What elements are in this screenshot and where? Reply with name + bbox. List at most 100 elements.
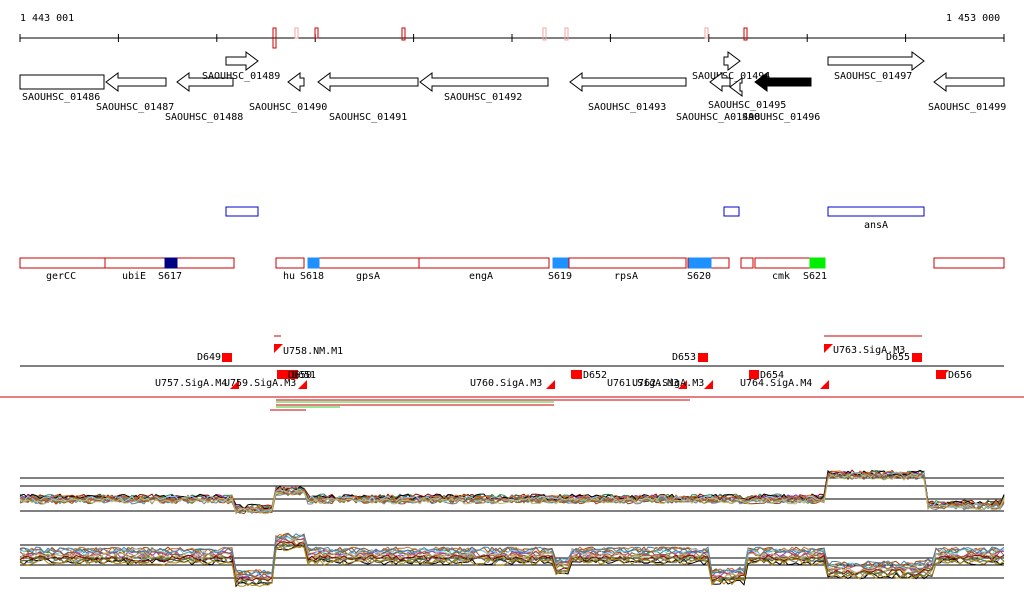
segment-box[interactable]: [809, 257, 826, 269]
gene-arrow[interactable]: [933, 72, 1005, 92]
ruler-end-label: 1 453 000: [946, 13, 1001, 24]
segment-label: S620: [687, 271, 711, 282]
gene-arrow[interactable]: [176, 72, 234, 92]
gene-label: SAOUHSC_01497: [834, 71, 912, 82]
transcript-label: cmk: [772, 271, 790, 282]
segment-label: S621: [803, 271, 827, 282]
gene-arrow[interactable]: [287, 72, 305, 92]
gene-saouhsc_01499[interactable]: SAOUHSC_01499: [928, 72, 1006, 113]
operon-box[interactable]: [225, 206, 259, 217]
gene-label: SAOUHSC_01490: [249, 102, 327, 113]
gene-arrow[interactable]: [419, 72, 549, 92]
segment-box[interactable]: [307, 257, 320, 269]
gene-label: SAOUHSC_01491: [329, 112, 407, 123]
promoter-square[interactable]: [282, 370, 292, 379]
transcript-label: ubiE: [122, 271, 146, 282]
gene-label: SAOUHSC_01487: [96, 102, 174, 113]
gene-label: SAOUHSC_01489: [202, 71, 280, 82]
transcript-label: gpsA: [356, 271, 380, 282]
ruler-marker: [314, 27, 319, 39]
gene-arrow[interactable]: [729, 77, 743, 97]
ruler-marker: [294, 27, 299, 39]
gene-arrow[interactable]: [827, 51, 925, 71]
transcript-label: engA: [469, 271, 493, 282]
transcript-box[interactable]: [568, 257, 687, 269]
transcript-box[interactable]: [933, 257, 1005, 269]
segment-track: S617 S618 S619 S620 S621: [158, 257, 827, 282]
transcript-label: gerCC: [46, 271, 76, 282]
gene-saouhsc_01493[interactable]: SAOUHSC_01493: [569, 72, 687, 113]
transcript-track: gerCC ubiE hu gpsA engA rpsA cmk: [19, 257, 1005, 282]
promoter-label: D650: [288, 370, 312, 381]
transcript-box[interactable]: [418, 257, 550, 269]
promoter-label: D654: [760, 370, 784, 381]
gene-arrow[interactable]: [317, 72, 419, 92]
gene-arrow[interactable]: [709, 72, 731, 92]
gene-label: SAOUHSC_A01498: [676, 112, 760, 123]
gene-label: SAOUHSC_01486: [22, 92, 100, 103]
gene-arrow[interactable]: [723, 51, 741, 71]
expression-profile: [19, 472, 1005, 514]
segment-box[interactable]: [164, 257, 178, 269]
gene-saouhsc_01496[interactable]: SAOUHSC_01496: [742, 72, 820, 123]
gene-saouhsc_01490[interactable]: SAOUHSC_01490: [249, 72, 327, 113]
gene-arrow[interactable]: [569, 72, 687, 92]
expression-profile: [19, 542, 1005, 586]
gene-saouhsc_01491[interactable]: SAOUHSC_01491: [317, 72, 419, 123]
promoter-flag[interactable]: [571, 370, 580, 379]
transcript-box[interactable]: [19, 257, 106, 269]
transcript-box[interactable]: [317, 257, 420, 269]
gene-arrow[interactable]: [754, 72, 812, 92]
gene-saouhsc_01487[interactable]: SAOUHSC_01487: [96, 72, 174, 113]
gene-saouhsc_01488[interactable]: SAOUHSC_01488: [165, 72, 243, 123]
segment-box[interactable]: [688, 257, 712, 269]
ruler-marker: [542, 27, 547, 41]
promoter-flag[interactable]: [824, 344, 833, 353]
gene-saouhsc_01495[interactable]: SAOUHSC_01495: [708, 72, 786, 111]
operon-box[interactable]: [827, 206, 925, 217]
segment-label: S617: [158, 271, 182, 282]
expression-profile: [19, 545, 1005, 587]
promoter-flag[interactable]: [750, 370, 759, 379]
promoter-flag[interactable]: [940, 370, 949, 379]
promoter-square[interactable]: [222, 353, 232, 362]
promoter-label: U763.SigA.M3: [833, 345, 905, 356]
operon-box[interactable]: [723, 206, 740, 217]
gene-arrow[interactable]: [105, 72, 167, 92]
promoter-square[interactable]: [698, 353, 708, 362]
promoter-label: U759.SigA.M3: [224, 378, 296, 389]
promoter-label: D653: [672, 352, 696, 363]
promoter-label: U761.SigA.M3: [607, 378, 679, 389]
operon-track: ansA: [225, 206, 925, 231]
promoter-flag[interactable]: [274, 344, 283, 353]
transcript-box[interactable]: [754, 257, 812, 269]
promoter-flag[interactable]: [298, 380, 307, 389]
promoter-flag[interactable]: [678, 380, 687, 389]
ruler-start-label: 1 443 001: [20, 13, 75, 24]
operon-label: ansA: [864, 220, 888, 231]
promoter-label: U757.SigA.M4: [155, 378, 227, 389]
promoter-label: D655: [886, 352, 910, 363]
promoter-flag[interactable]: [546, 380, 555, 389]
gene-saouhsc_a01498[interactable]: SAOUHSC_A01498: [676, 77, 760, 123]
segment-box[interactable]: [552, 257, 569, 269]
gene-label: SAOUHSC_01488: [165, 112, 243, 123]
transcript-box[interactable]: [275, 257, 305, 269]
gene-saouhsc_01492[interactable]: SAOUHSC_01492: [419, 72, 549, 103]
gene-saouhsc_01486[interactable]: SAOUHSC_01486: [19, 74, 105, 103]
gene-saouhsc_01489[interactable]: SAOUHSC_01489: [202, 51, 280, 82]
promoter-label: U758.NM.M1: [283, 346, 343, 357]
promoter-square[interactable]: [572, 370, 582, 379]
promoter-flag[interactable]: [230, 380, 239, 389]
ruler-marker: [272, 27, 277, 49]
promoter-flag[interactable]: [704, 380, 713, 389]
gene-saouhsc_01497[interactable]: SAOUHSC_01497: [827, 51, 925, 82]
promoter-flag[interactable]: [820, 380, 829, 389]
promoter-square[interactable]: [912, 353, 922, 362]
gene-arrow[interactable]: [225, 51, 259, 71]
gene-saouhsc_01494[interactable]: SAOUHSC_01494: [692, 51, 770, 82]
promoter-square[interactable]: [288, 370, 298, 379]
gene-arrow[interactable]: [19, 74, 105, 90]
transcript-box[interactable]: [740, 257, 754, 269]
